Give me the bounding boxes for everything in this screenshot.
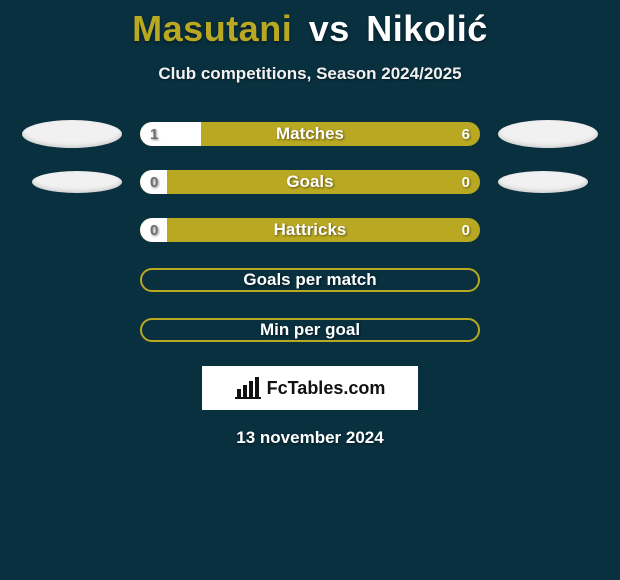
stat-label: Hattricks [140,218,480,242]
stat-label: Goals per match [142,270,478,290]
stat-label: Matches [140,122,480,146]
left-player-marker [32,171,122,193]
stat-bar: 00Goals [140,170,480,194]
left-player-marker [22,120,122,148]
comparison-title: Masutani vs Nikolić [0,0,620,50]
stat-row: 16Matches [0,120,620,148]
date-text: 13 november 2024 [0,428,620,448]
stat-bar: 00Hattricks [140,218,480,242]
stat-bar: Goals per match [140,268,480,292]
right-player-marker [498,120,598,148]
player1-name: Masutani [132,8,292,49]
vs-separator: vs [309,8,350,49]
stat-row: Goals per match [0,266,620,294]
right-player-marker [498,171,588,193]
stat-row: 00Goals [0,170,620,194]
bar-chart-icon [235,377,261,399]
stat-bar: 16Matches [140,122,480,146]
player2-name: Nikolić [366,8,488,49]
fctables-logo: FcTables.com [202,366,418,410]
stat-label: Min per goal [142,320,478,340]
subtitle: Club competitions, Season 2024/2025 [0,64,620,84]
stat-rows-container: 16Matches 00Goals 00Hattricks Goals per mat… [0,120,620,344]
stat-row: Min per goal [0,316,620,344]
stat-label: Goals [140,170,480,194]
stat-bar: Min per goal [140,318,480,342]
logo-text: FcTables.com [267,378,386,399]
stat-row: 00Hattricks [0,216,620,244]
